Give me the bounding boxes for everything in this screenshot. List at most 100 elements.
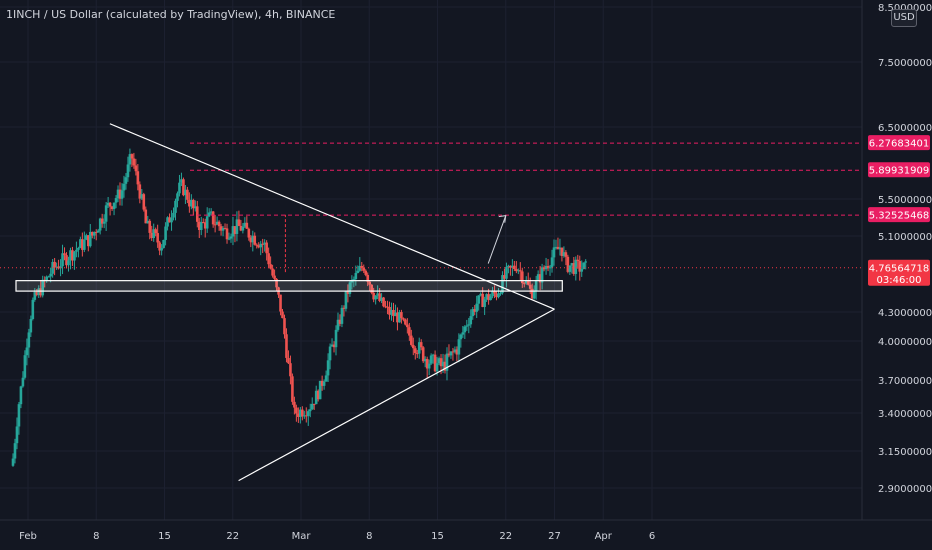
candle-body (485, 294, 488, 300)
candle-body (223, 228, 227, 230)
candle-body (366, 274, 370, 282)
candle-body (304, 415, 308, 417)
price-tick-label: 7.50000000 (878, 58, 932, 69)
candle-body (574, 259, 578, 274)
candle-body (330, 344, 334, 347)
time-tick-label: 8 (93, 531, 99, 542)
candle-body (384, 306, 387, 308)
candle-body (249, 237, 253, 243)
candle-body (511, 265, 514, 268)
price-label-countdown: 03:46:00 (877, 275, 922, 286)
candle-body (269, 264, 272, 269)
candle-body (475, 303, 479, 312)
candle-body (463, 326, 467, 333)
candle-body (31, 299, 35, 320)
candle-body (501, 275, 504, 294)
candle-body (118, 189, 122, 199)
candle-body (199, 222, 203, 231)
candle-body (433, 354, 437, 372)
price-axis[interactable]: 8.50000000 7.50000000 6.50000000 5.50000000… (878, 3, 932, 495)
candle-body (342, 307, 346, 309)
time-tick-label: 22 (226, 531, 239, 542)
candle-body (352, 279, 356, 281)
candle-body (413, 348, 417, 354)
candle-body (96, 230, 100, 233)
candle-body (87, 235, 90, 247)
candle-body (453, 349, 457, 352)
candle-body (221, 228, 225, 231)
time-tick-label: 15 (431, 531, 444, 542)
candle-body (27, 332, 31, 348)
candle-body (285, 334, 288, 358)
candle-body (338, 319, 342, 324)
candle-body (215, 221, 219, 225)
time-axis[interactable]: Feb 8 15 22 Mar 8 15 22 27 Apr 6 (19, 531, 655, 542)
candle-body (11, 458, 15, 466)
candle-body (195, 206, 199, 222)
candle-body (336, 319, 340, 330)
candle-body (558, 247, 562, 250)
candle-body (301, 409, 304, 417)
candle-body (398, 312, 401, 323)
candle-body (297, 413, 300, 417)
time-tick-label: 8 (366, 531, 372, 542)
price-label-value: 5.89931909 (869, 166, 929, 177)
candle-body (394, 312, 397, 317)
candle-body (295, 407, 298, 414)
time-tick-label: Apr (595, 531, 613, 542)
candle-body (318, 380, 322, 400)
candle-body (194, 206, 197, 209)
candle-body (156, 233, 159, 243)
candle-body (186, 189, 189, 200)
candle-body (166, 217, 169, 227)
candle-body (17, 404, 21, 427)
candle-body (572, 263, 576, 274)
candle-body (320, 380, 324, 386)
candle-body (94, 231, 98, 233)
candle-body (106, 202, 110, 206)
price-label-box (868, 162, 930, 178)
candle-body (534, 280, 538, 292)
candle-body (184, 189, 187, 196)
candle-body (33, 291, 37, 300)
candle-body (73, 251, 76, 261)
candle-body (576, 259, 580, 262)
candle-body (406, 324, 409, 328)
candle-body (489, 296, 492, 301)
time-tick-label: 15 (158, 531, 171, 542)
price-labels: 6.27683401 5.89931909 5.32525468 4.76564718… (868, 135, 930, 286)
candle-body (441, 361, 445, 367)
candle-body (423, 358, 427, 362)
lower-trendline (238, 308, 555, 482)
candle-body (255, 244, 259, 246)
candle-body (356, 270, 360, 273)
candle-body (390, 309, 393, 315)
candle-body (168, 217, 171, 223)
currency-button[interactable]: USD (891, 9, 917, 27)
candle-body (108, 202, 112, 207)
price-tick-label: 4.00000000 (878, 337, 932, 348)
candle-body (237, 219, 241, 226)
candle-body (429, 355, 433, 364)
candle-body (85, 235, 88, 240)
price-tick-label: 3.15000000 (878, 447, 932, 458)
drawings (15, 123, 563, 482)
candle-body (532, 291, 536, 299)
candle-body (427, 363, 431, 369)
candle-body (303, 415, 306, 417)
candle-body (148, 220, 152, 233)
candle-body (21, 377, 25, 387)
candle-body (388, 306, 391, 315)
candle-body (253, 235, 257, 245)
candle-body (431, 354, 435, 356)
candle-body (267, 253, 270, 265)
candle-body (120, 190, 124, 199)
candle-body (402, 318, 405, 320)
candle-body (55, 266, 58, 268)
candle-body (79, 239, 82, 248)
candle-body (509, 265, 512, 268)
candle-body (350, 280, 354, 283)
candle-body (328, 346, 332, 361)
candle-body (29, 319, 33, 333)
